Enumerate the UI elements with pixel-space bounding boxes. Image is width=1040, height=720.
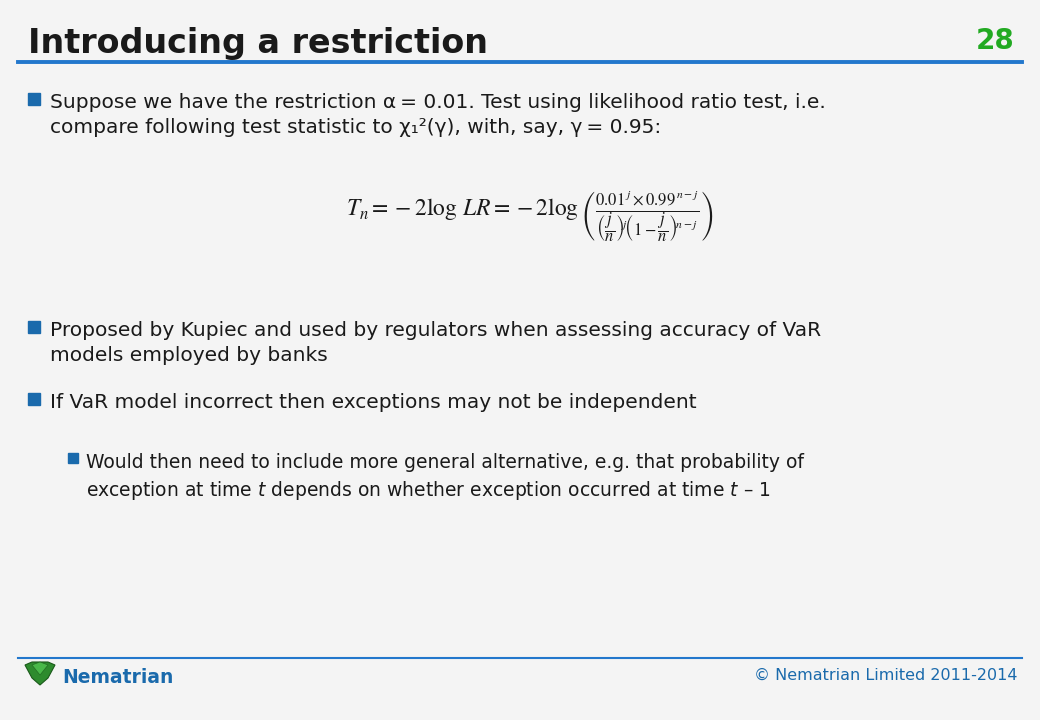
- Text: Proposed by Kupiec and used by regulators when assessing accuracy of VaR: Proposed by Kupiec and used by regulator…: [50, 321, 822, 340]
- Text: Introducing a restriction: Introducing a restriction: [28, 27, 488, 60]
- Text: Nematrian: Nematrian: [62, 668, 174, 687]
- Text: © Nematrian Limited 2011-2014: © Nematrian Limited 2011-2014: [754, 668, 1018, 683]
- FancyBboxPatch shape: [28, 393, 40, 405]
- Text: $T_n = -2\log\,LR = -2\log\left(\frac{0.01^{\,j} \times 0.99^{\,n-j}}{\left(\dfr: $T_n = -2\log\,LR = -2\log\left(\frac{0.…: [346, 190, 713, 244]
- Polygon shape: [25, 662, 55, 685]
- Text: Would then need to include more general alternative, e.g. that probability of: Would then need to include more general …: [86, 453, 804, 472]
- FancyBboxPatch shape: [28, 93, 40, 105]
- Text: 28: 28: [977, 27, 1015, 55]
- Text: If VaR model incorrect then exceptions may not be independent: If VaR model incorrect then exceptions m…: [50, 393, 697, 412]
- Text: models employed by banks: models employed by banks: [50, 346, 328, 365]
- Text: exception at time $\mathit{t}$ depends on whether exception occurred at time $\m: exception at time $\mathit{t}$ depends o…: [86, 479, 771, 502]
- Polygon shape: [32, 662, 48, 675]
- Text: compare following test statistic to χ₁²(γ), with, say, γ = 0.95:: compare following test statistic to χ₁²(…: [50, 118, 661, 137]
- Text: Suppose we have the restriction α = 0.01. Test using likelihood ratio test, i.e.: Suppose we have the restriction α = 0.01…: [50, 93, 826, 112]
- FancyBboxPatch shape: [68, 453, 78, 463]
- FancyBboxPatch shape: [28, 321, 40, 333]
